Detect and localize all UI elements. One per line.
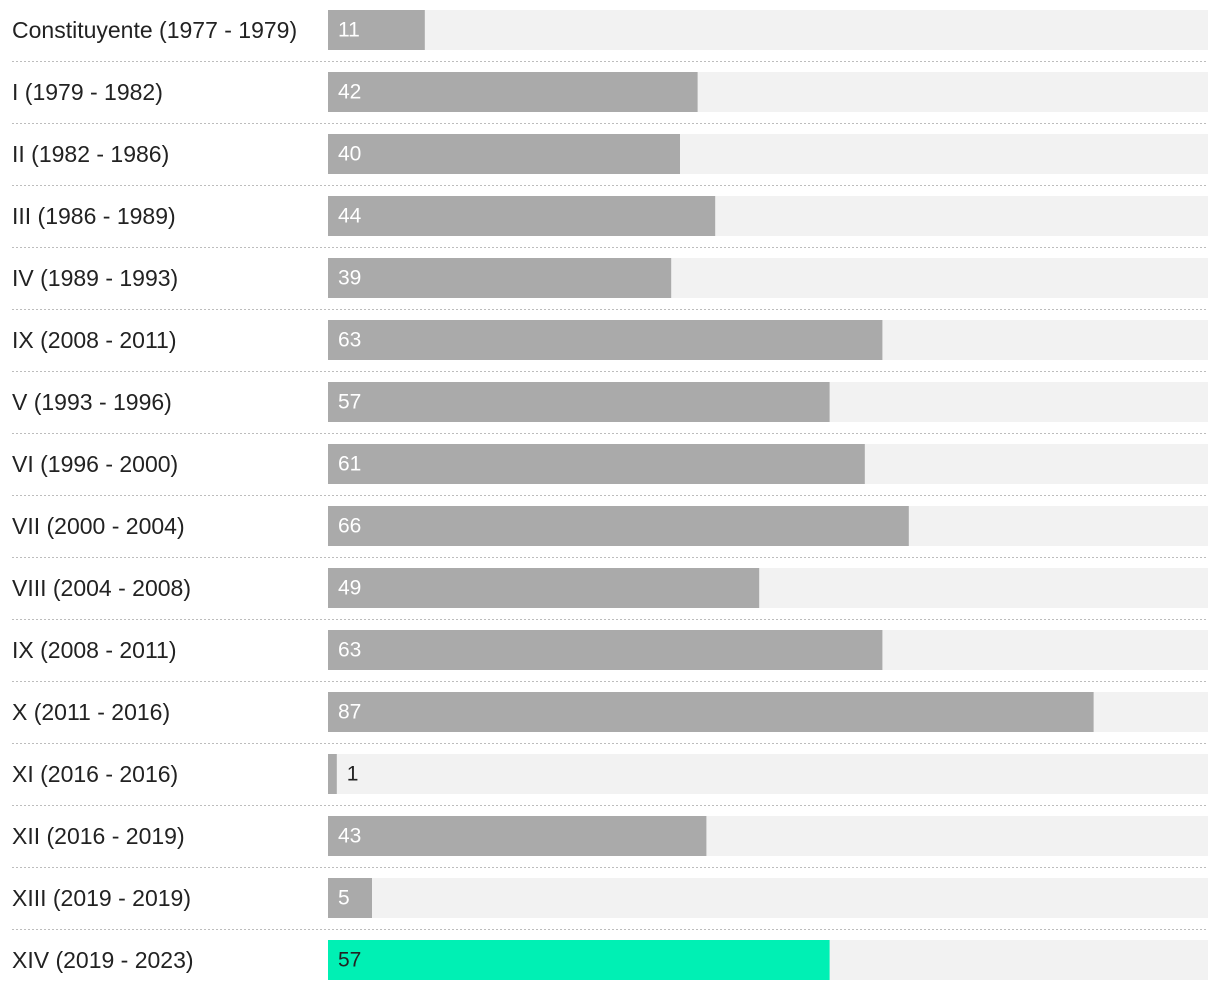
row-label: III (1986 - 1989): [12, 203, 176, 229]
value-label: 61: [338, 453, 361, 476]
value-label: 57: [338, 949, 361, 972]
row-label: IX (2008 - 2011): [12, 637, 177, 663]
row-label: VII (2000 - 2004): [12, 513, 185, 539]
bar: [328, 878, 372, 918]
bar: [328, 630, 883, 670]
value-label: 49: [338, 577, 361, 600]
bar: [328, 10, 425, 50]
bar-track: [328, 754, 1208, 794]
bar-highlight: [328, 940, 830, 980]
value-label: 63: [338, 639, 361, 662]
value-label: 44: [338, 205, 362, 228]
bar: [328, 382, 830, 422]
value-label: 5: [338, 887, 350, 910]
row-label: Constituyente (1977 - 1979): [12, 17, 297, 43]
bar: [328, 568, 760, 608]
row-label: VIII (2004 - 2008): [12, 575, 191, 601]
bar: [328, 320, 883, 360]
bar: [328, 816, 707, 856]
bar: [328, 506, 909, 546]
value-label: 11: [338, 19, 360, 42]
row-label: V (1993 - 1996): [12, 389, 172, 415]
bar: [328, 134, 680, 174]
value-label: 1: [347, 763, 359, 786]
value-label: 57: [338, 391, 361, 414]
bar: [328, 444, 865, 484]
bar-track: [328, 878, 1208, 918]
bar-track: [328, 10, 1208, 50]
bar: [328, 196, 716, 236]
value-label: 43: [338, 825, 361, 848]
row-label: XII (2016 - 2019): [12, 823, 185, 849]
row-label: XI (2016 - 2016): [12, 761, 178, 787]
row-label: IX (2008 - 2011): [12, 327, 177, 353]
bar: [328, 258, 672, 298]
value-label: 66: [338, 515, 361, 538]
row-label: X (2011 - 2016): [12, 699, 170, 725]
row-label: XIII (2019 - 2019): [12, 885, 191, 911]
row-label: IV (1989 - 1993): [12, 265, 178, 291]
value-label: 87: [338, 701, 361, 724]
value-label: 42: [338, 81, 361, 104]
row-label: XIV (2019 - 2023): [12, 947, 194, 973]
bar: [328, 754, 337, 794]
row-label: II (1982 - 1986): [12, 141, 169, 167]
bar: [328, 72, 698, 112]
value-label: 63: [338, 329, 361, 352]
value-label: 40: [338, 143, 361, 166]
row-label: I (1979 - 1982): [12, 79, 163, 105]
row-label: VI (1996 - 2000): [12, 451, 178, 477]
bar: [328, 692, 1094, 732]
value-label: 39: [338, 267, 361, 290]
